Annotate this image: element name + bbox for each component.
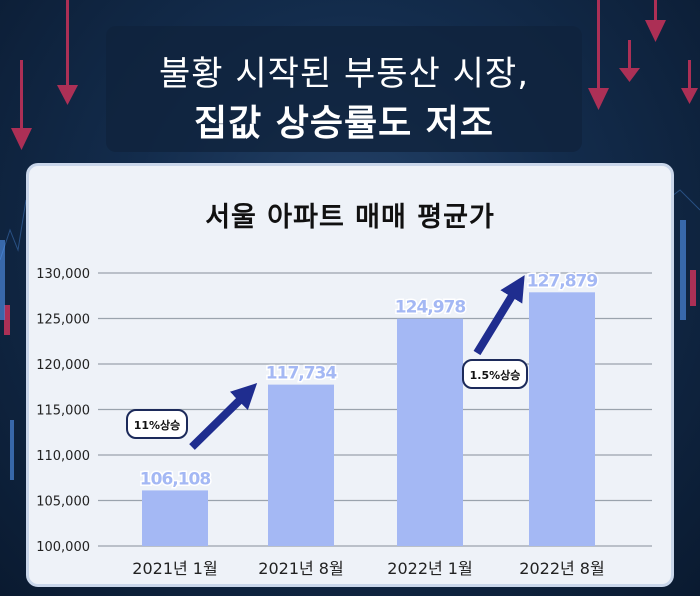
bar xyxy=(268,384,334,546)
growth-badge xyxy=(462,359,528,389)
growth-badge xyxy=(126,409,188,439)
growth-arrow xyxy=(473,275,525,356)
y-tick-label: 115,000 xyxy=(36,404,90,419)
y-tick-label: 105,000 xyxy=(36,495,90,510)
y-tick-label: 120,000 xyxy=(36,358,90,373)
headline-line1: 불황 시작된 부동산 시장, xyxy=(158,54,530,94)
growth-arrow xyxy=(189,383,258,450)
bar-value-label: 117,734 xyxy=(266,364,338,384)
x-tick-label: 2022년 8월 xyxy=(519,559,604,578)
bar xyxy=(142,490,208,546)
bar xyxy=(529,292,595,546)
y-tick-label: 110,000 xyxy=(36,449,90,464)
growth-badge-label: 11%상승 xyxy=(134,418,181,432)
x-tick-label: 2022년 1월 xyxy=(387,559,472,578)
headline-box: 불황 시작된 부동산 시장, 집값 상승률도 저조 xyxy=(106,26,582,152)
bar-value-label: 127,879 xyxy=(527,271,598,291)
chart-title: 서울 아파트 매매 평균가 xyxy=(205,202,495,233)
bar-value-label: 124,978 xyxy=(395,298,466,318)
y-tick-label: 100,000 xyxy=(36,540,90,555)
y-tick-label: 130,000 xyxy=(36,267,90,282)
growth-badge-label: 1.5%상승 xyxy=(470,368,521,382)
bar-value-label: 106,108 xyxy=(140,469,211,489)
x-tick-label: 2021년 8월 xyxy=(258,559,343,578)
headline-line2: 집값 상승률도 저조 xyxy=(193,103,495,144)
x-tick-label: 2021년 1월 xyxy=(132,559,217,578)
y-tick-label: 125,000 xyxy=(36,313,90,328)
bar xyxy=(397,318,463,546)
